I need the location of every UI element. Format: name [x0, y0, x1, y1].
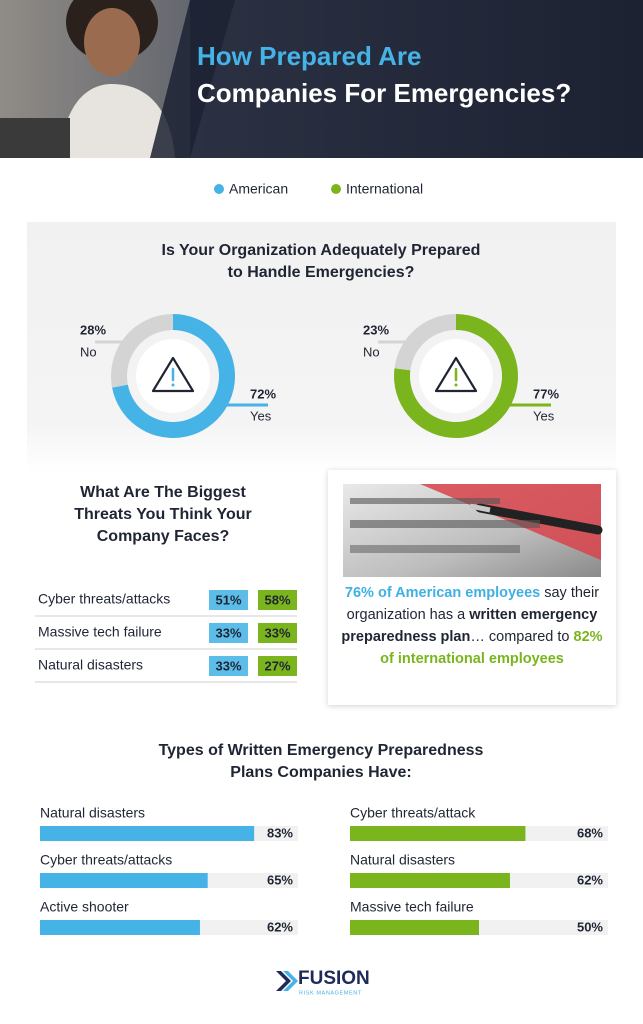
value-box: [258, 656, 297, 676]
data-label: 23%: [363, 322, 389, 337]
value-label: 33%: [215, 658, 241, 673]
logo-icon: [276, 971, 298, 991]
data-label: 77%: [533, 386, 559, 401]
legend-swatch: [331, 184, 341, 194]
value-box: [209, 656, 248, 676]
bar-value-label: 62%: [577, 872, 603, 887]
value-label: 33%: [264, 625, 290, 640]
section-title: Plans Companies Have:: [230, 764, 411, 781]
bar: [350, 826, 526, 841]
section-title: Types of Written Emergency Preparedness: [159, 742, 484, 759]
section-title: Company Faces?: [97, 528, 229, 545]
bar: [350, 920, 479, 935]
bar-value-label: 65%: [267, 872, 293, 887]
section-title: to Handle Emergencies?: [228, 264, 415, 281]
bar: [40, 920, 200, 935]
header-divider: [150, 0, 235, 158]
callout-part: written emergency preparedness plan: [341, 607, 598, 645]
bar: [350, 873, 510, 888]
donut-segment: [111, 314, 173, 388]
value-label: 33%: [215, 625, 241, 640]
header-title: Companies For Emergencies?: [197, 78, 571, 108]
legend-label: International: [346, 181, 423, 197]
value-label: 58%: [264, 592, 290, 607]
value-label: 27%: [264, 658, 290, 673]
donut-segment: [394, 314, 456, 371]
callout-part: 82% of international employees: [380, 629, 603, 667]
category-label: No: [363, 344, 380, 359]
bar: [40, 826, 255, 841]
category-label: Yes: [533, 408, 555, 423]
logo-text: FUSION: [298, 968, 370, 989]
callout-text: 76% of American employees say their orga…: [340, 582, 604, 670]
row-label: Cyber threats/attacks: [38, 591, 170, 607]
value-box: [258, 623, 297, 643]
bar-value-label: 68%: [577, 825, 603, 840]
bar-category: Active shooter: [40, 899, 129, 915]
value-box: [258, 590, 297, 610]
callout-photo: [343, 484, 603, 577]
bar-value-label: 62%: [267, 919, 293, 934]
data-label: 72%: [250, 386, 276, 401]
callout-part: say their organization has a: [346, 585, 600, 623]
bar: [40, 873, 208, 888]
category-label: No: [80, 344, 97, 359]
bar-value-label: 83%: [267, 825, 293, 840]
legend-swatch: [214, 184, 224, 194]
section-bg: [27, 222, 616, 472]
row-label: Natural disasters: [38, 657, 143, 673]
warning-icon: [434, 356, 478, 393]
warning-dot: [454, 383, 458, 387]
bar-category: Natural disasters: [40, 805, 145, 821]
section-title: Is Your Organization Adequately Prepared: [162, 242, 481, 259]
row-label: Massive tech failure: [38, 624, 162, 640]
bar-value-label: 50%: [577, 919, 603, 934]
callout-part: 76% of American employees: [344, 585, 541, 601]
bar-category: Massive tech failure: [350, 899, 474, 915]
callout-part: … compared to: [470, 629, 574, 645]
legend-label: American: [229, 181, 288, 197]
bar-category: Cyber threats/attacks: [40, 852, 172, 868]
section-title: What Are The Biggest: [80, 484, 246, 501]
logo-tagline: RISK MANAGEMENT: [299, 990, 362, 996]
warning-dot: [171, 383, 175, 387]
value-box: [209, 590, 248, 610]
section-title: Threats You Think Your: [74, 506, 252, 523]
header-photo: [0, 0, 190, 158]
header-title: How Prepared Are: [197, 41, 421, 71]
bar-category: Cyber threats/attack: [350, 805, 476, 821]
data-label: 28%: [80, 322, 106, 337]
value-box: [209, 623, 248, 643]
warning-icon: [151, 356, 195, 393]
value-label: 51%: [215, 592, 241, 607]
bar-category: Natural disasters: [350, 852, 455, 868]
category-label: Yes: [250, 408, 272, 423]
